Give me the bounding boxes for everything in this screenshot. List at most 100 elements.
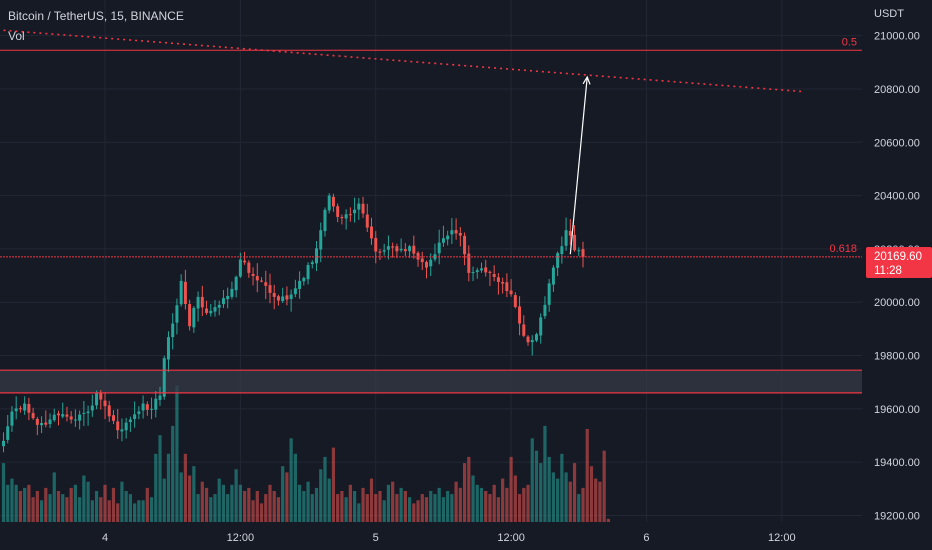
candle-body xyxy=(145,404,149,410)
candle-body xyxy=(90,405,94,411)
candle-body xyxy=(386,246,390,250)
candle-body xyxy=(446,235,450,240)
candle-body xyxy=(276,296,280,301)
volume-bar xyxy=(204,487,209,522)
candle-body xyxy=(200,296,204,308)
time-tick-label: 4 xyxy=(102,532,108,544)
candle-body xyxy=(251,273,255,276)
candle-body xyxy=(107,405,111,417)
volume-bar xyxy=(230,484,234,522)
candle-body xyxy=(378,251,382,253)
drawings[interactable]: 0.5 0.618 xyxy=(0,29,862,394)
candle-body xyxy=(260,280,264,282)
volume-bar xyxy=(407,497,412,522)
volume-bar xyxy=(547,456,551,522)
volume-bar xyxy=(386,484,391,522)
candle-body xyxy=(234,276,238,291)
volume-bar xyxy=(35,491,39,522)
volume-bar xyxy=(556,478,560,522)
volume-bar xyxy=(107,500,111,522)
volume-bar xyxy=(551,472,555,522)
volume-bar xyxy=(568,481,572,522)
volume-bar xyxy=(577,494,581,522)
volume-bar xyxy=(298,484,302,522)
volume-bar xyxy=(120,481,124,522)
candle-body xyxy=(95,392,99,406)
candle-body xyxy=(52,414,56,421)
volume-bar xyxy=(505,487,509,522)
volume-bar xyxy=(572,463,577,522)
price-tick-label: 19400.00 xyxy=(874,457,920,469)
volume-bar xyxy=(378,491,382,522)
volume-bar xyxy=(361,487,365,522)
candle-body xyxy=(162,358,166,397)
volume-bar xyxy=(52,472,56,522)
fib-level-label: 0.5 xyxy=(842,36,857,48)
candle-body xyxy=(399,248,403,251)
candle-body xyxy=(319,230,323,250)
candle-body xyxy=(281,296,285,301)
time-axis[interactable]: 4 12:00 5 12:00 6 12:00 xyxy=(102,532,796,544)
candle-body xyxy=(179,280,183,305)
volume-bar xyxy=(420,494,424,522)
candle-body xyxy=(31,413,35,419)
candle-body xyxy=(450,230,454,235)
volume-bar xyxy=(268,484,272,522)
volume-bar xyxy=(462,463,467,522)
candle-body xyxy=(196,296,200,309)
time-tick-label: 5 xyxy=(373,532,379,544)
volume-bar xyxy=(128,494,132,522)
candle-body xyxy=(365,214,369,228)
volume-bar xyxy=(450,494,454,522)
volume-bar xyxy=(310,494,314,522)
volume-bar xyxy=(357,503,361,522)
volume-bar xyxy=(141,500,145,522)
candle-body xyxy=(323,209,327,232)
candle-body xyxy=(188,304,192,327)
volume-bar xyxy=(293,453,297,522)
volume-bar xyxy=(471,475,475,522)
volume-bar xyxy=(331,447,336,522)
candle-body xyxy=(289,294,293,299)
candle-body xyxy=(488,271,492,273)
price-tick-label: 20600.00 xyxy=(874,137,920,149)
volume-bar xyxy=(99,497,103,522)
candle-body xyxy=(505,282,509,291)
candle-body xyxy=(99,392,103,400)
volume-bar xyxy=(501,478,505,522)
candle-body xyxy=(331,196,335,207)
candle-body xyxy=(116,421,120,431)
candle-body xyxy=(543,304,547,317)
candle-body xyxy=(412,245,416,254)
volume-bar xyxy=(255,491,259,522)
volume-bar xyxy=(86,481,90,522)
candle-body xyxy=(111,415,115,421)
candle-body xyxy=(433,254,437,260)
volume-indicator-label[interactable]: Vol xyxy=(8,29,25,43)
candle-body xyxy=(14,408,18,412)
volume-bar xyxy=(145,487,149,522)
volume-bar xyxy=(543,425,547,522)
volume-bar xyxy=(314,487,319,522)
price-axis[interactable]: USDT 21000.0020800.0020600.0020400.00202… xyxy=(866,8,932,523)
volume-bar xyxy=(496,497,501,522)
candle-body xyxy=(213,307,217,312)
volume-bar xyxy=(23,487,27,522)
volume-bar xyxy=(247,487,251,522)
symbol-title[interactable]: Bitcoin / TetherUS, 15, BINANCE xyxy=(8,9,184,23)
volume-bar xyxy=(352,491,357,522)
volume-bar xyxy=(399,487,403,522)
candle-body xyxy=(382,250,386,252)
candle-body xyxy=(577,250,581,252)
volume-bar xyxy=(479,487,484,522)
volume-bar xyxy=(6,484,10,522)
volume-bar xyxy=(475,484,479,522)
candle-body xyxy=(374,237,378,252)
volume-bar xyxy=(82,475,86,522)
candle-body xyxy=(348,214,352,216)
volume-bar xyxy=(171,425,175,522)
drawings-back xyxy=(0,370,862,393)
candle-body xyxy=(336,206,340,217)
